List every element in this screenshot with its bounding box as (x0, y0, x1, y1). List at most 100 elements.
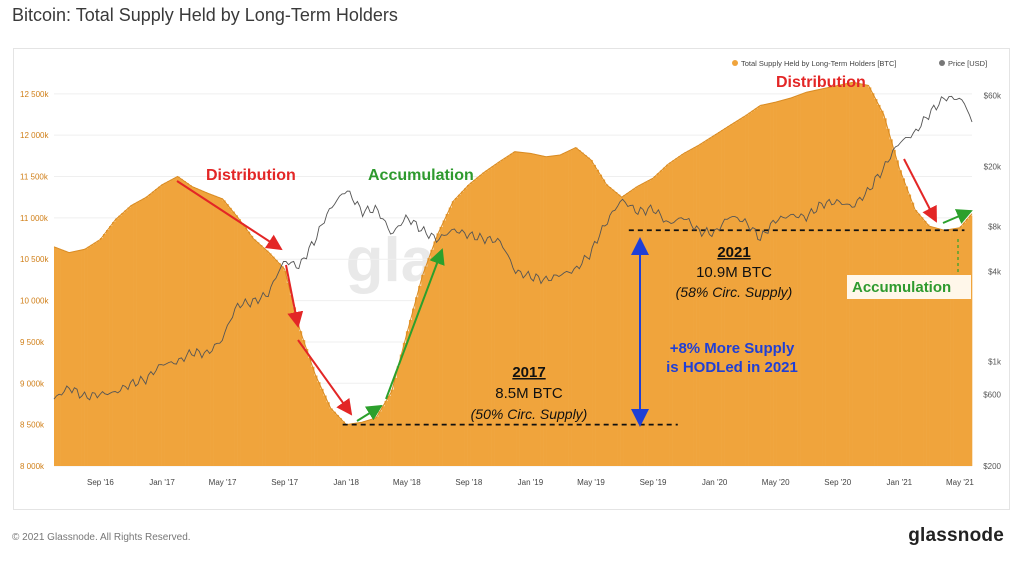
label-2017-amount: 8.5M BTC (495, 385, 563, 402)
supply-bar (421, 274, 425, 466)
supply-bar (760, 104, 765, 467)
supply-bar (249, 235, 254, 466)
supply-bar (727, 126, 731, 467)
supply-bar (454, 197, 459, 466)
supply-bar (626, 193, 630, 466)
supply-bar (656, 173, 661, 466)
supply-bar (283, 270, 287, 466)
legend-swatch-price (939, 60, 945, 66)
supply-bar (714, 133, 719, 466)
supply-bar (396, 366, 401, 466)
supply-bar (424, 266, 428, 466)
supply-bar (711, 135, 716, 467)
supply-bar (901, 178, 905, 467)
label-2021-amount: 10.9M BTC (696, 264, 772, 281)
supply-bar (595, 169, 599, 466)
supply-bar (803, 92, 808, 466)
right-tick-label: $20k (984, 163, 1002, 172)
supply-bar (968, 215, 973, 466)
supply-bar (561, 153, 566, 466)
copyright-text: © 2021 Glassnode. All Rights Reserved. (12, 532, 191, 543)
supply-bar (69, 252, 73, 466)
price-series-line (53, 95, 973, 401)
supply-bar (497, 161, 502, 466)
supply-bar (185, 183, 189, 467)
supply-bar (353, 423, 358, 466)
supply-bar (252, 239, 257, 466)
label-2017-share: (50% Circ. Supply) (471, 406, 588, 422)
supply-bar (127, 207, 131, 467)
supply-bar (840, 84, 844, 466)
supply-bar (338, 418, 342, 466)
supply-bar (766, 103, 771, 467)
supply-bar (718, 132, 722, 466)
supply-bar (115, 218, 119, 466)
legend-item-supply[interactable]: Total Supply Held by Long-Term Holders [… (741, 59, 896, 68)
left-tick-label: 12 000k (20, 131, 49, 140)
supply-bar (522, 152, 526, 466)
supply-bar (733, 122, 737, 466)
supply-bar (828, 87, 832, 467)
supply-bar (75, 250, 79, 466)
x-tick-label: May '18 (393, 478, 421, 487)
supply-bar (112, 222, 116, 466)
supply-bar (445, 213, 450, 466)
supply-bar (298, 331, 303, 466)
x-tick-label: Sep '20 (824, 478, 851, 487)
supply-bar (164, 182, 168, 466)
right-tick-label: $8k (988, 222, 1002, 231)
supply-bar (124, 210, 128, 466)
supply-bar (207, 193, 211, 467)
supply-bar (910, 202, 915, 466)
supply-bar (947, 229, 951, 466)
supply-bar (837, 85, 841, 466)
x-tick-label: Jan '19 (518, 478, 544, 487)
supply-bar (427, 258, 431, 466)
supply-bar (451, 201, 456, 466)
supply-bar (237, 219, 241, 466)
supply-bar (167, 181, 171, 466)
legend-item-price[interactable]: Price [USD] (948, 59, 987, 68)
supply-bar (200, 190, 205, 466)
supply-bar (604, 184, 609, 466)
supply-bar (926, 224, 930, 466)
brand-logo[interactable]: glassnode (908, 525, 1004, 546)
supply-bar (292, 307, 297, 466)
supply-bar (916, 213, 921, 466)
supply-bar (57, 248, 61, 466)
supply-bar (770, 102, 774, 467)
supply-bar (271, 256, 275, 466)
supply-bar (659, 170, 664, 466)
supply-bar (399, 354, 404, 466)
supply-bar (482, 172, 486, 466)
supply-bar (102, 234, 107, 466)
supply-bar (197, 189, 202, 466)
label-2021-share: (58% Circ. Supply) (676, 284, 793, 300)
supply-bar (574, 147, 578, 466)
supply-bar (800, 93, 804, 467)
supply-bar (393, 377, 398, 466)
supply-bar (222, 200, 226, 466)
supply-bar (672, 160, 676, 467)
supply-bar (620, 197, 624, 466)
supply-bar (819, 89, 823, 467)
supply-bar (494, 164, 498, 466)
x-tick-label: May '21 (946, 478, 974, 487)
supply-bar (889, 139, 893, 466)
supply-bar (259, 245, 263, 466)
supply-bar (188, 185, 192, 466)
supply-bar (935, 228, 939, 466)
supply-bar (944, 230, 948, 466)
supply-bar (329, 408, 333, 466)
supply-bar (776, 101, 780, 467)
supply-bar (950, 229, 954, 466)
supply-bar (528, 153, 532, 467)
supply-bar (610, 189, 615, 466)
left-tick-label: 11 000k (20, 214, 49, 223)
x-tick-label: Sep '18 (455, 478, 482, 487)
supply-bar (301, 340, 306, 466)
x-tick-label: May '19 (577, 478, 605, 487)
supply-bar (506, 155, 511, 466)
supply-bar (788, 98, 792, 466)
